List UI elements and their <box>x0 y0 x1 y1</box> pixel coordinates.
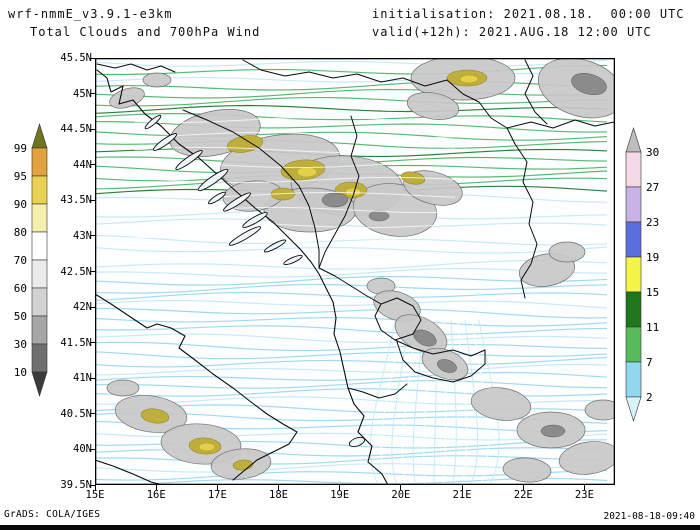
cloud-cover-colorbar: 99 95 90 80 70 60 50 30 10 <box>4 122 56 400</box>
valid-time-label: valid(+12h): 2021.AUG.18 12:00 UTC <box>372 25 652 39</box>
longitude-tickmark <box>278 485 280 490</box>
latitude-tick-label: 45.5N <box>60 52 92 64</box>
latitude-tick-label: 41N <box>73 372 92 385</box>
latitude-tickmark <box>90 448 95 450</box>
svg-text:90: 90 <box>14 198 27 211</box>
longitude-tick-label: 16E <box>146 489 166 501</box>
svg-text:70: 70 <box>14 254 27 267</box>
latitude-tick-label: 42.5N <box>60 265 92 278</box>
latitude-tickmark <box>90 128 95 130</box>
latitude-tickmark <box>90 413 95 415</box>
svg-text:30: 30 <box>14 338 27 351</box>
longitude-tickmark <box>216 485 218 490</box>
bottom-black-strip <box>0 525 700 530</box>
grads-credit: GrADS: COLA/IGES <box>4 509 101 520</box>
svg-text:7: 7 <box>646 356 653 369</box>
map-frame <box>94 57 616 486</box>
latitude-tickmark <box>90 57 95 59</box>
latitude-tick-label: 40.5N <box>60 407 92 420</box>
latitude-tickmark <box>90 199 95 201</box>
svg-text:11: 11 <box>646 321 659 334</box>
longitude-tick-label: 23E <box>574 489 594 501</box>
svg-text:60: 60 <box>14 282 27 295</box>
creation-timestamp: 2021-08-18-09:40 <box>603 511 695 522</box>
longitude-tickmark <box>155 485 157 490</box>
svg-text:30: 30 <box>646 146 659 159</box>
latitude-tick-label: 43N <box>73 229 92 242</box>
plot-title: Total Clouds and 700hPa Wind <box>30 25 261 39</box>
latitude-tickmark <box>90 93 95 95</box>
svg-text:10: 10 <box>14 366 27 379</box>
longitude-tickmark <box>339 485 341 490</box>
map-canvas <box>86 55 625 489</box>
svg-text:99: 99 <box>14 142 27 155</box>
latitude-tickmark <box>90 342 95 344</box>
coastline-adriatic-east <box>96 69 389 486</box>
longitude-tickmark <box>583 485 585 490</box>
svg-text:19: 19 <box>646 251 659 264</box>
longitude-tickmark <box>400 485 402 490</box>
map-area <box>86 55 625 489</box>
longitude-tick-label: 19E <box>330 489 350 501</box>
latitude-tick-label: 42N <box>73 301 92 314</box>
latitude-tickmark <box>90 271 95 272</box>
svg-text:27: 27 <box>646 181 659 194</box>
latitude-tickmark <box>90 484 95 486</box>
latitude-tick-label: 39.5N <box>60 479 92 491</box>
longitude-tick-label: 20E <box>391 489 411 501</box>
latitude-tickmark <box>90 377 95 379</box>
latitude-tickmark <box>90 235 95 237</box>
coastline-italy <box>94 293 298 481</box>
svg-text:80: 80 <box>14 226 27 239</box>
coastline-italy-south <box>94 459 164 486</box>
longitude-tickmark <box>94 485 96 490</box>
latitude-tick-label: 45N <box>73 87 92 100</box>
adriatic-islands <box>144 114 366 448</box>
longitude-tickmark <box>461 485 463 490</box>
svg-text:23: 23 <box>646 216 659 229</box>
country-borders <box>96 59 615 399</box>
wind-speed-colorbar: 30 27 23 19 15 11 7 2 <box>624 126 676 425</box>
latitude-tick-label: 41.5N <box>60 336 92 349</box>
initialisation-time-label: initialisation: 2021.08.18. 00:00 UTC <box>372 7 685 21</box>
longitude-tick-label: 22E <box>513 489 533 501</box>
model-version-label: wrf-nmmE_v3.9.1-e3km <box>8 7 173 21</box>
latitude-tickmark <box>90 306 95 308</box>
svg-text:15: 15 <box>646 286 659 299</box>
latitude-tick-label: 44N <box>73 158 92 171</box>
latitude-tick-label: 43.5N <box>60 194 92 207</box>
longitude-tick-label: 17E <box>207 489 227 501</box>
dense-cloud-cores <box>140 69 607 471</box>
svg-text:50: 50 <box>14 310 27 323</box>
svg-text:95: 95 <box>14 170 27 183</box>
latitude-tick-label: 40N <box>73 443 92 456</box>
longitude-tick-label: 21E <box>452 489 472 501</box>
svg-text:2: 2 <box>646 391 653 404</box>
longitude-tick-label: 15E <box>85 489 105 501</box>
latitude-tick-label: 44.5N <box>60 123 92 136</box>
latitude-tickmark <box>90 164 95 166</box>
coastlines-and-borders <box>94 59 615 486</box>
wind-streamlines <box>86 59 608 489</box>
longitude-tickmark <box>522 485 524 490</box>
longitude-tick-label: 18E <box>269 489 288 501</box>
